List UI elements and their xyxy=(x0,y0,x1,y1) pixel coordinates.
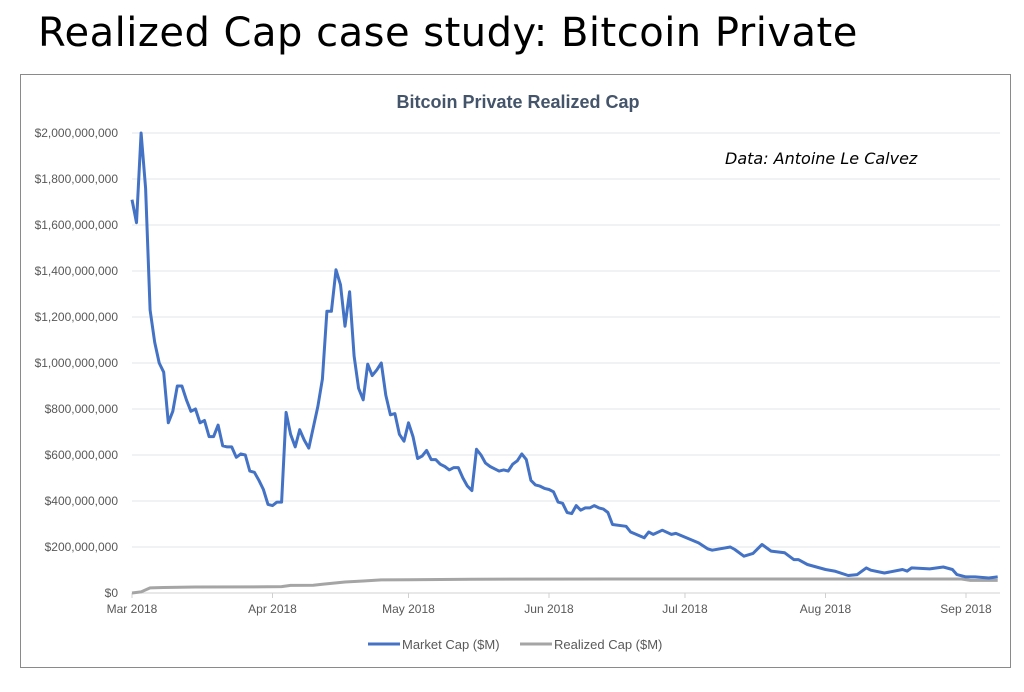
y-tick-label: $0 xyxy=(105,586,119,600)
y-tick-label: $800,000,000 xyxy=(45,402,119,416)
realized-cap-line xyxy=(131,577,998,595)
y-tick-label: $1,400,000,000 xyxy=(35,264,119,278)
y-tick-label: $1,800,000,000 xyxy=(35,172,119,186)
x-tick-label: Sep 2018 xyxy=(940,602,992,616)
y-tick-label: $200,000,000 xyxy=(45,540,119,554)
data-source-annotation: Data: Antoine Le Calvez xyxy=(725,149,918,168)
y-tick-label: $1,600,000,000 xyxy=(35,218,119,232)
slide-title: Realized Cap case study: Bitcoin Private xyxy=(38,10,858,56)
y-tick-label: $600,000,000 xyxy=(45,448,119,462)
x-tick-label: Jun 2018 xyxy=(524,602,574,616)
x-tick-label: Apr 2018 xyxy=(248,602,297,616)
y-tick-label: $1,000,000,000 xyxy=(35,356,119,370)
y-tick-label: $400,000,000 xyxy=(45,494,119,508)
x-tick-label: May 2018 xyxy=(382,602,435,616)
chart-frame xyxy=(20,74,1011,668)
y-tick-label: $2,000,000,000 xyxy=(35,126,119,140)
chart-title: Bitcoin Private Realized Cap xyxy=(396,92,639,112)
legend-label: Realized Cap ($M) xyxy=(554,637,662,652)
x-tick-label: Jul 2018 xyxy=(662,602,708,616)
x-tick-label: Mar 2018 xyxy=(107,602,158,616)
legend-label: Market Cap ($M) xyxy=(402,637,500,652)
market-cap-line xyxy=(130,131,998,580)
x-tick-label: Aug 2018 xyxy=(800,602,852,616)
y-tick-label: $1,200,000,000 xyxy=(35,310,119,324)
